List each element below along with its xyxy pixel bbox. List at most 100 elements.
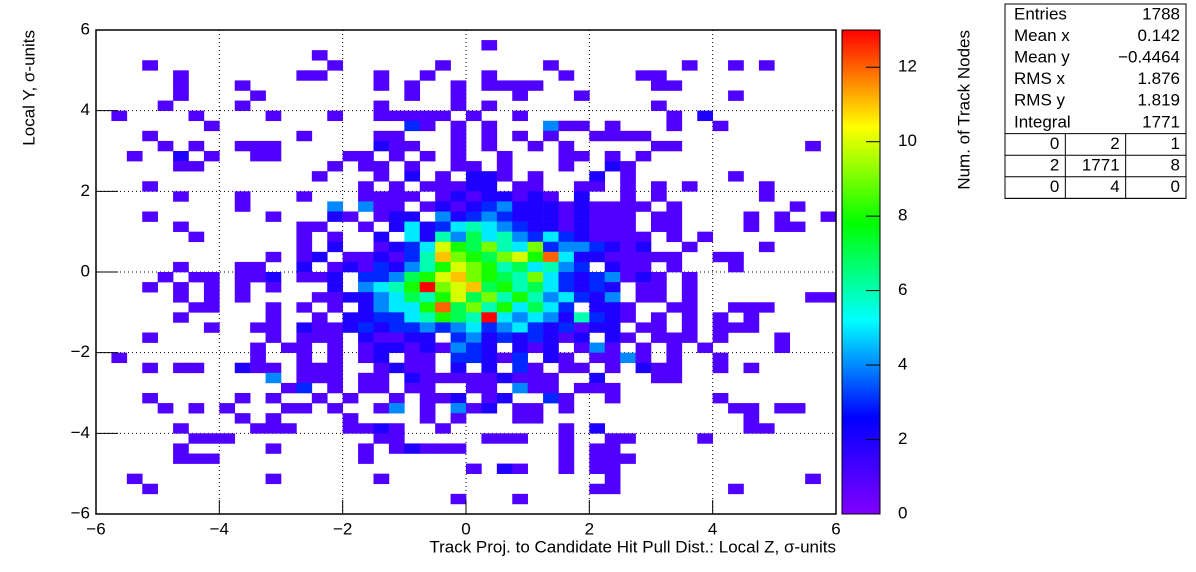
heatmap-cell xyxy=(419,362,436,374)
heatmap-cell xyxy=(311,372,328,384)
heatmap-cell xyxy=(774,221,791,232)
heatmap-cell xyxy=(620,332,636,343)
heatmap-cell xyxy=(450,413,467,424)
heatmap-cell xyxy=(527,332,544,343)
heatmap-cell xyxy=(481,241,498,253)
heatmap-cell xyxy=(512,251,528,263)
heatmap-cell xyxy=(620,453,636,464)
stats-cell: 0 xyxy=(1171,177,1180,196)
heatmap-cell xyxy=(558,241,575,253)
heatmap-cell xyxy=(435,110,451,122)
heatmap-cell xyxy=(450,322,467,333)
heatmap-cell xyxy=(496,221,513,232)
heatmap-cell xyxy=(758,60,775,71)
heatmap-cell xyxy=(450,403,467,414)
heatmap-cell xyxy=(358,453,374,464)
heatmap-cell xyxy=(466,332,482,343)
heatmap-cell xyxy=(481,282,498,293)
heatmap-cell xyxy=(265,251,282,263)
heatmap-cell xyxy=(573,332,590,343)
z-tick-label: 8 xyxy=(898,206,907,225)
heatmap-cell xyxy=(681,272,698,283)
heatmap-cell xyxy=(620,352,636,364)
heatmap-cell xyxy=(342,413,359,424)
heatmap-cell xyxy=(543,302,559,313)
heatmap-cell xyxy=(296,403,313,414)
heatmap-cell xyxy=(142,211,158,222)
heatmap-cell xyxy=(265,362,282,374)
heatmap-cell xyxy=(142,483,158,495)
heatmap-cell xyxy=(419,443,436,454)
heatmap-cell xyxy=(620,261,636,273)
heatmap-cell xyxy=(373,272,390,283)
heatmap-cell xyxy=(388,130,405,142)
heatmap-cell xyxy=(466,272,482,283)
heatmap-cell xyxy=(419,151,436,162)
heatmap-cell xyxy=(265,211,282,222)
heatmap-cell xyxy=(712,312,729,323)
heatmap-cell xyxy=(296,231,313,243)
heatmap-cell xyxy=(435,221,451,232)
heatmap-cell xyxy=(589,231,606,243)
heatmap-cell xyxy=(373,140,390,152)
heatmap-cell xyxy=(496,433,513,444)
heatmap-cell xyxy=(327,261,343,273)
heatmap-cell xyxy=(481,40,498,51)
heatmap-cell xyxy=(373,372,390,384)
heatmap-cell xyxy=(558,221,575,232)
heatmap-cell xyxy=(203,453,220,464)
heatmap-cell xyxy=(589,463,606,474)
heatmap-cell xyxy=(496,372,513,384)
heatmap-cell xyxy=(651,332,667,343)
heatmap-cell xyxy=(558,140,575,152)
heatmap-cell xyxy=(419,332,436,343)
heatmap-cell xyxy=(589,372,606,384)
heatmap-cell xyxy=(774,211,791,222)
heatmap-cell xyxy=(589,251,606,263)
heatmap-cell xyxy=(450,130,467,142)
heatmap-cell xyxy=(126,473,143,485)
heatmap-cell xyxy=(466,382,482,394)
heatmap-cell xyxy=(419,251,436,263)
heatmap-cell xyxy=(496,211,513,222)
heatmap-cell xyxy=(681,282,698,293)
heatmap-cell xyxy=(373,211,390,222)
heatmap-cell xyxy=(450,372,467,384)
heatmap-cell xyxy=(450,493,467,505)
heatmap-cell xyxy=(327,332,343,343)
heatmap-cell xyxy=(373,110,390,122)
heatmap-cell xyxy=(388,312,405,323)
heatmap-cell xyxy=(327,201,343,212)
heatmap-cell xyxy=(558,453,575,464)
heatmap-cell xyxy=(620,272,636,283)
heatmap-cell xyxy=(419,181,436,192)
heatmap-cell xyxy=(512,241,528,253)
heatmap-cell xyxy=(558,312,575,323)
heatmap-cell xyxy=(327,322,343,333)
x-tick-label: −2 xyxy=(333,519,352,538)
heatmap-cell xyxy=(173,90,189,101)
heatmap-cell xyxy=(203,120,220,132)
heatmap-cell xyxy=(435,372,451,384)
heatmap-cell xyxy=(573,241,590,253)
stats-cell: 4 xyxy=(1110,177,1119,196)
heatmap-cell xyxy=(450,332,467,343)
heatmap-cell xyxy=(450,211,467,222)
stats-label: Mean x xyxy=(1014,26,1070,45)
heatmap-cell xyxy=(296,261,313,273)
heatmap-cell xyxy=(327,342,343,353)
stats-cell: 8 xyxy=(1171,155,1180,174)
heatmap-cell xyxy=(419,382,436,394)
heatmap-cell xyxy=(651,322,667,333)
heatmap-cell xyxy=(404,231,421,243)
heatmap-cell xyxy=(558,151,575,162)
heatmap-cell xyxy=(697,342,713,353)
heatmap-cell xyxy=(512,342,528,353)
heatmap-cell xyxy=(265,312,282,323)
heatmap-cell xyxy=(604,211,621,222)
heatmap-cell xyxy=(651,181,667,192)
heatmap-cell xyxy=(573,191,590,202)
heatmap-cell xyxy=(358,261,374,273)
heatmap-cell xyxy=(188,302,205,313)
